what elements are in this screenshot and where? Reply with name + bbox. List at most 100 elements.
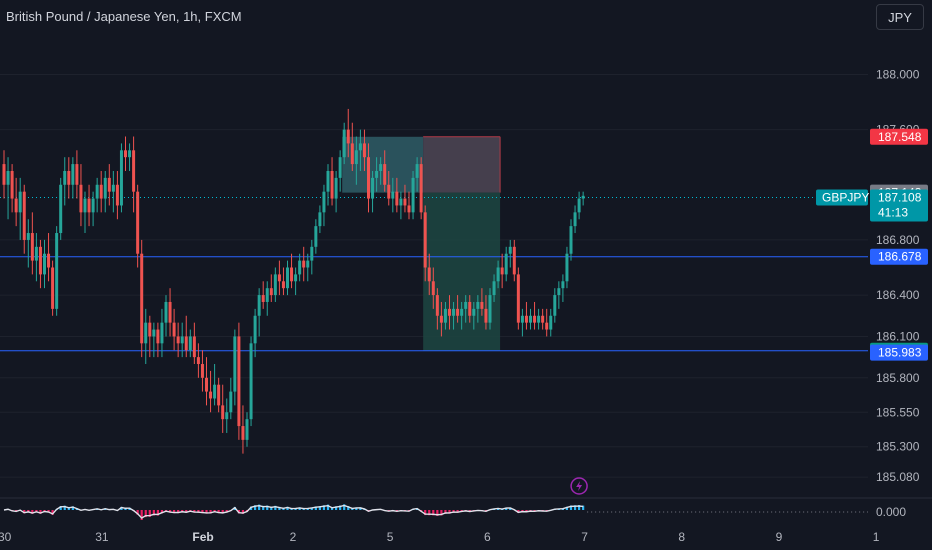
candle-body [541,315,545,323]
candle-body [443,308,447,323]
candle-body [569,226,573,254]
position-risk-passed-zone [342,136,424,193]
candle-body [480,301,484,309]
candle-body [322,191,326,213]
candle-body [464,301,468,309]
candle-body [277,274,281,282]
candle-body [281,281,285,289]
candle-body [565,253,569,282]
candle-body [34,246,38,261]
candle-body [488,295,492,323]
x-axis-tick-label: 30 [0,530,12,544]
candle-body [217,384,221,406]
y-axis-tick-label: 185.080 [876,470,920,484]
candle-body [115,184,119,206]
y-axis-tick-label: 185.550 [876,405,920,419]
candle-body [172,322,176,337]
candle-body [290,267,294,282]
candle-body [508,246,512,254]
candle-body [253,315,257,344]
candle-body [358,143,362,151]
y-axis-tick-label: 185.300 [876,440,920,454]
candle-body [435,295,439,316]
currency-button[interactable]: JPY [876,4,924,30]
candle-body [176,336,180,344]
candle-body [354,150,358,165]
candle-body [111,184,115,192]
candle-body [529,315,532,323]
candle-body [468,301,472,316]
y-axis-tick-label: 188.000 [876,67,920,81]
candle-body [581,195,585,199]
candle-body [124,150,127,158]
candle-body [577,198,581,213]
candle-body [107,177,111,192]
candle-body [63,170,67,185]
candle-body [156,329,160,344]
candle-body [225,412,229,420]
candle-body [75,164,79,185]
candle-body [233,336,237,392]
candle-body [492,281,496,296]
candle-body [6,170,10,185]
candle-body [26,233,30,240]
candle-body [51,267,55,309]
candle-body [128,150,132,158]
candle-body [71,164,75,185]
candle-body [209,391,213,399]
candle-body [273,274,277,296]
candle-body [47,253,51,268]
candle-body [261,295,265,302]
candle-body [14,198,18,213]
candle-body [411,177,415,213]
candle-body [452,308,456,316]
lightning-bolt-icon [570,477,588,495]
candle-body [504,253,508,275]
candle-body [350,143,354,165]
candle-body [200,364,204,378]
candle-body [140,253,144,344]
candle-body [160,322,164,344]
candle-body [269,288,273,296]
symbol-title: British Pound / Japanese Yen, 1h, FXCM [6,9,242,24]
candle-body [136,191,140,254]
candle-body [415,164,419,178]
candle-body [265,288,269,302]
candle-body [87,198,91,213]
candle-body [2,164,6,185]
candle-body [537,315,541,323]
candle-body [403,198,407,206]
x-axis-tick-label: 31 [95,530,109,544]
candle-body [152,329,156,337]
candle-body [367,157,370,199]
x-axis-tick-label: 2 [290,530,297,544]
candle-body [221,405,225,420]
candle-body [500,267,504,275]
candle-body [180,336,184,344]
symbol-label-bg [816,189,868,206]
candle-body [245,419,249,440]
price-axis-label: 186.678 [878,250,922,264]
last-price-label: 187.108 [878,190,922,204]
candle-body [164,301,168,323]
candle-body [334,177,338,199]
y-axis-tick-label: 185.800 [876,371,920,385]
oscillator-signal-line [3,504,584,519]
candle-body [55,233,59,309]
candle-body [83,198,87,213]
candle-body [38,246,42,275]
candle-body [387,184,391,199]
candle-body [184,336,188,351]
candle-body [188,336,192,351]
candle-body [545,322,549,330]
candle-body [524,315,528,323]
candle-body [241,426,245,440]
candle-body [67,170,71,185]
candle-body [95,184,99,199]
candle-body [448,308,451,316]
candle-body [561,281,565,289]
symbol-label: GBPJPY [822,190,869,204]
candle-body [496,267,500,282]
candle-body [399,198,403,206]
